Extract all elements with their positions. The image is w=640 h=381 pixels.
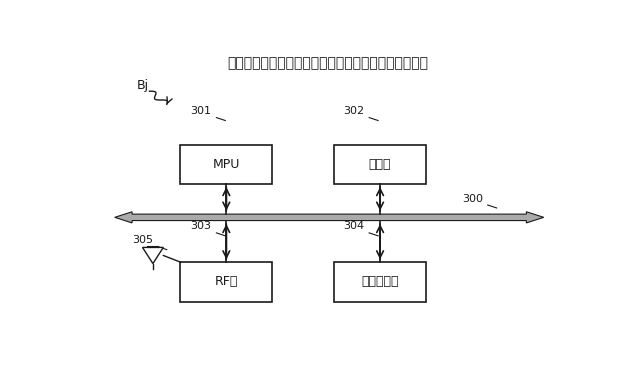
Text: 303: 303 — [191, 221, 211, 231]
Bar — [334, 262, 426, 302]
Polygon shape — [143, 247, 163, 264]
Text: MPU: MPU — [212, 158, 240, 171]
Text: 305: 305 — [132, 235, 153, 245]
Text: Bj: Bj — [137, 79, 149, 92]
Text: ビーコンＢｊのハードウェア構成例を示すブロック図: ビーコンＢｊのハードウェア構成例を示すブロック図 — [227, 56, 429, 70]
Text: RF部: RF部 — [214, 275, 238, 288]
Text: 各種センサ: 各種センサ — [362, 275, 399, 288]
Bar — [180, 262, 272, 302]
Text: 302: 302 — [343, 106, 364, 116]
Text: 301: 301 — [191, 106, 211, 116]
Polygon shape — [115, 212, 544, 223]
Bar — [180, 145, 272, 184]
Text: 300: 300 — [461, 194, 483, 203]
Text: メモリ: メモリ — [369, 158, 391, 171]
Bar — [334, 145, 426, 184]
Text: 304: 304 — [343, 221, 364, 231]
